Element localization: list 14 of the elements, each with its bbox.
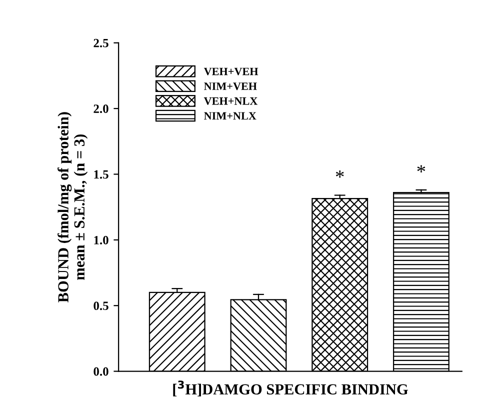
data-label: * xyxy=(336,170,344,178)
y-tick-label: 2.0 xyxy=(94,104,108,114)
y-tick-label: 0.0 xyxy=(94,367,108,376)
legend-label: VEH+NLX xyxy=(204,97,258,105)
legend-label: NIM+NLX xyxy=(204,112,256,120)
y-tick-label: 0.5 xyxy=(94,302,108,310)
y-tick-label: 1.5 xyxy=(94,170,108,179)
y-tick-label: 2.5 xyxy=(94,38,108,48)
y-tick-label: 1.0 xyxy=(94,236,108,244)
legend-label: VEH+VEH xyxy=(204,68,258,76)
x-axis-title: [$^{3}$H]DAMGO SPECIFIC BINDING xyxy=(173,380,408,396)
y-axis-title: BOUND (fmol/mg of protein) mean ± S.E.M., (n = 3) xyxy=(58,112,88,302)
data-label: * xyxy=(417,165,426,172)
legend-label: NIM+VEH xyxy=(204,82,257,90)
